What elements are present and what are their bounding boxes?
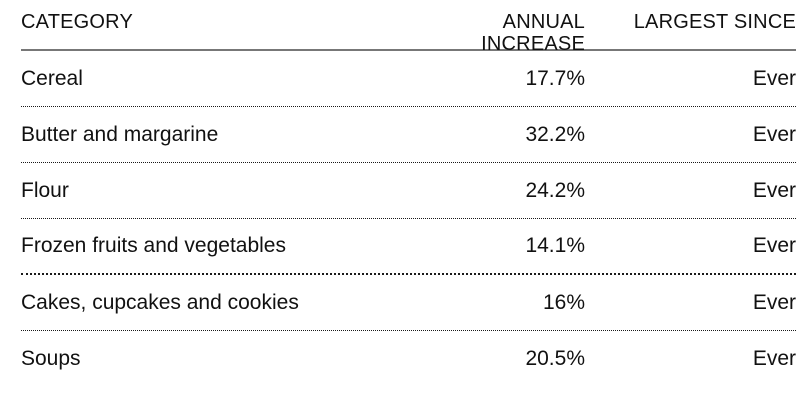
annual-increase-cell: 16%	[542, 290, 585, 314]
category-cell: Cereal	[21, 66, 83, 90]
largest-since-cell: Ever	[752, 290, 796, 314]
largest-since-cell: Ever	[752, 178, 796, 202]
largest-since-cell: Ever	[752, 234, 796, 258]
table-row: Soups 20.5% Ever	[21, 331, 796, 387]
category-cell: Frozen fruits and vegetables	[21, 234, 286, 258]
table-row: Cereal 17.7% Ever	[21, 51, 796, 107]
table-header-row: CATEGORY ANNUAL INCREASE LARGEST SINCE	[21, 0, 796, 55]
table-row: Cakes, cupcakes and cookies 16% Ever	[21, 275, 796, 331]
table-row: Frozen fruits and vegetables 14.1% Ever	[21, 219, 796, 275]
column-header-category: CATEGORY	[21, 11, 133, 33]
table-row: Butter and margarine 32.2% Ever	[21, 107, 796, 163]
category-cell: Butter and margarine	[21, 122, 219, 146]
annual-increase-cell: 20.5%	[525, 347, 585, 371]
largest-since-cell: Ever	[752, 122, 796, 146]
annual-increase-cell: 14.1%	[525, 234, 585, 258]
category-cell: Flour	[21, 178, 69, 202]
largest-since-cell: Ever	[752, 66, 796, 90]
annual-increase-cell: 17.7%	[525, 66, 585, 90]
column-header-annual-increase: ANNUAL INCREASE	[481, 11, 585, 55]
column-header-largest-since: LARGEST SINCE	[633, 11, 796, 33]
annual-increase-cell: 24.2%	[525, 178, 585, 202]
annual-increase-cell: 32.2%	[525, 122, 585, 146]
largest-since-cell: Ever	[752, 347, 796, 371]
table-row: Flour 24.2% Ever	[21, 163, 796, 219]
table-body: Cereal 17.7% Ever Butter and margarine 3…	[21, 51, 796, 387]
category-cell: Soups	[21, 347, 81, 371]
category-cell: Cakes, cupcakes and cookies	[21, 290, 299, 314]
